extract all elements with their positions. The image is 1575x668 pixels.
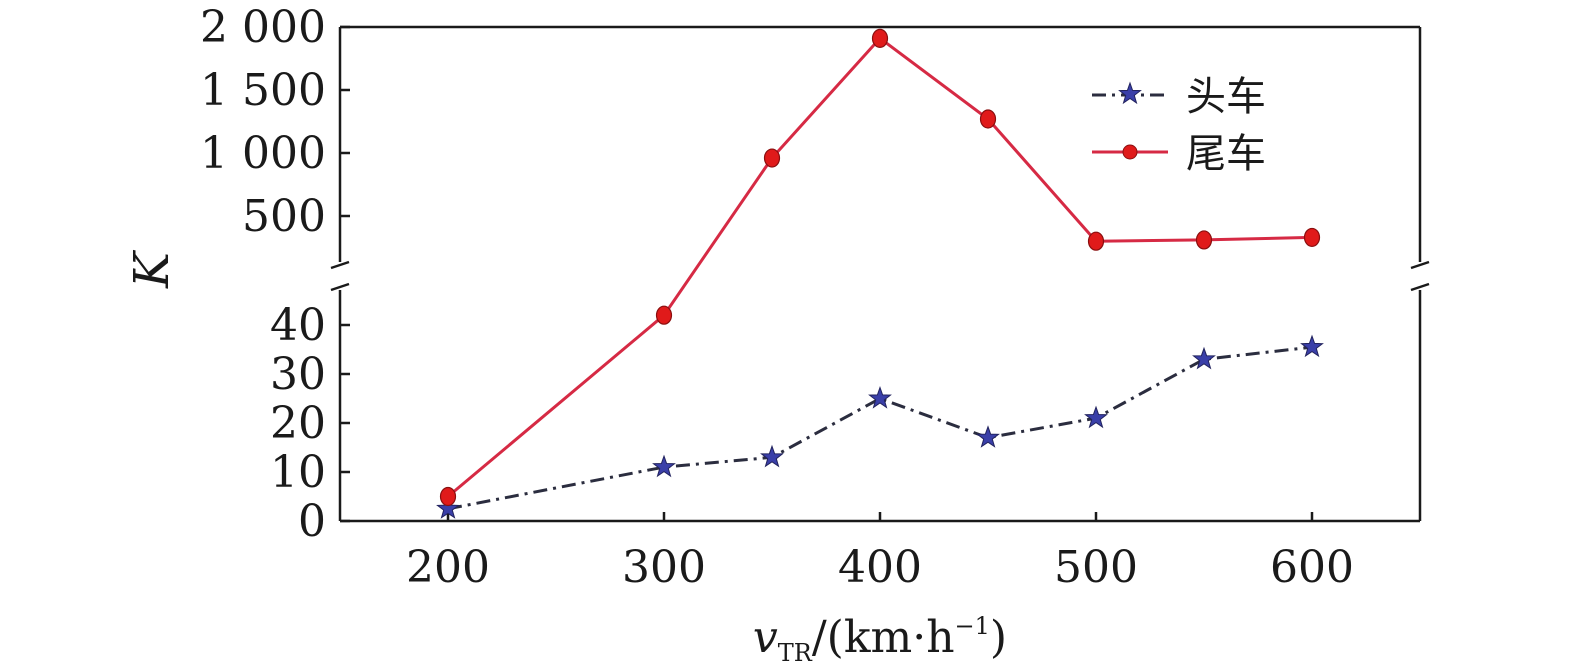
legend-label-lead-car: 头车 bbox=[1186, 74, 1266, 120]
left-axis-break-mark bbox=[330, 260, 350, 292]
data-point-star bbox=[1084, 405, 1108, 429]
data-point-star bbox=[868, 385, 892, 409]
data-point-circle bbox=[439, 486, 457, 507]
x-tick-label: 600 bbox=[1270, 542, 1354, 593]
series-line bbox=[447, 36, 1313, 498]
legend-item-lead-car: 头车 bbox=[1092, 74, 1266, 120]
x-label-unit-close: ) bbox=[990, 612, 1007, 663]
x-axis-label: vTR/(km·h−1) bbox=[753, 612, 1007, 667]
x-label-var: v bbox=[753, 612, 778, 663]
x-axis-ticks: 200 300 400 500 600 bbox=[406, 512, 1354, 593]
data-point-star bbox=[1192, 346, 1216, 370]
y-tick-label: 0 bbox=[298, 496, 326, 547]
series-lead-car bbox=[436, 334, 1324, 519]
data-point-star bbox=[436, 496, 460, 519]
x-label-unit: /(km·h bbox=[812, 612, 955, 663]
y-tick-label: 20 bbox=[270, 398, 326, 449]
y-tick-label: 30 bbox=[270, 349, 326, 400]
data-point-circle bbox=[871, 28, 889, 48]
legend-star-icon bbox=[1118, 81, 1142, 105]
data-point-circle bbox=[763, 148, 781, 168]
legend-circle-icon bbox=[1122, 144, 1138, 160]
data-point-circle bbox=[655, 305, 673, 325]
data-point-star bbox=[760, 444, 784, 468]
legend-item-tail-car: 尾车 bbox=[1092, 131, 1266, 177]
x-tick-label: 300 bbox=[622, 542, 706, 593]
y-tick-label: 10 bbox=[270, 447, 326, 498]
y-tick-label: 1 000 bbox=[200, 128, 326, 179]
data-point-circle bbox=[1087, 231, 1105, 251]
data-point-star bbox=[976, 425, 1000, 448]
data-point-circle bbox=[1303, 227, 1321, 248]
data-point-star bbox=[1300, 334, 1324, 358]
series-tail-car bbox=[439, 28, 1321, 507]
series-layer bbox=[436, 28, 1324, 519]
right-axis-break-mark bbox=[1410, 260, 1430, 292]
y-tick-label: 40 bbox=[270, 300, 326, 351]
data-point-circle bbox=[1195, 230, 1213, 250]
x-label-subscript: TR bbox=[778, 639, 813, 667]
y-tick-label: 2 000 bbox=[200, 2, 326, 53]
legend: 头车 尾车 bbox=[1092, 74, 1266, 177]
x-label-exponent: −1 bbox=[955, 612, 990, 640]
series-line bbox=[447, 345, 1313, 511]
y-axis-upper-ticks: 500 1 000 1 500 2 000 bbox=[200, 2, 350, 242]
y-axis-label: K bbox=[124, 249, 180, 289]
y-tick-label: 1 500 bbox=[200, 65, 326, 116]
legend-label-tail-car: 尾车 bbox=[1186, 131, 1266, 177]
x-tick-label: 400 bbox=[838, 542, 922, 593]
y-tick-label: 500 bbox=[242, 191, 326, 242]
x-tick-label: 500 bbox=[1054, 542, 1138, 593]
data-point-star bbox=[652, 454, 676, 478]
plot-frame bbox=[330, 25, 1430, 523]
x-tick-label: 200 bbox=[406, 542, 490, 593]
data-point-circle bbox=[979, 109, 997, 129]
